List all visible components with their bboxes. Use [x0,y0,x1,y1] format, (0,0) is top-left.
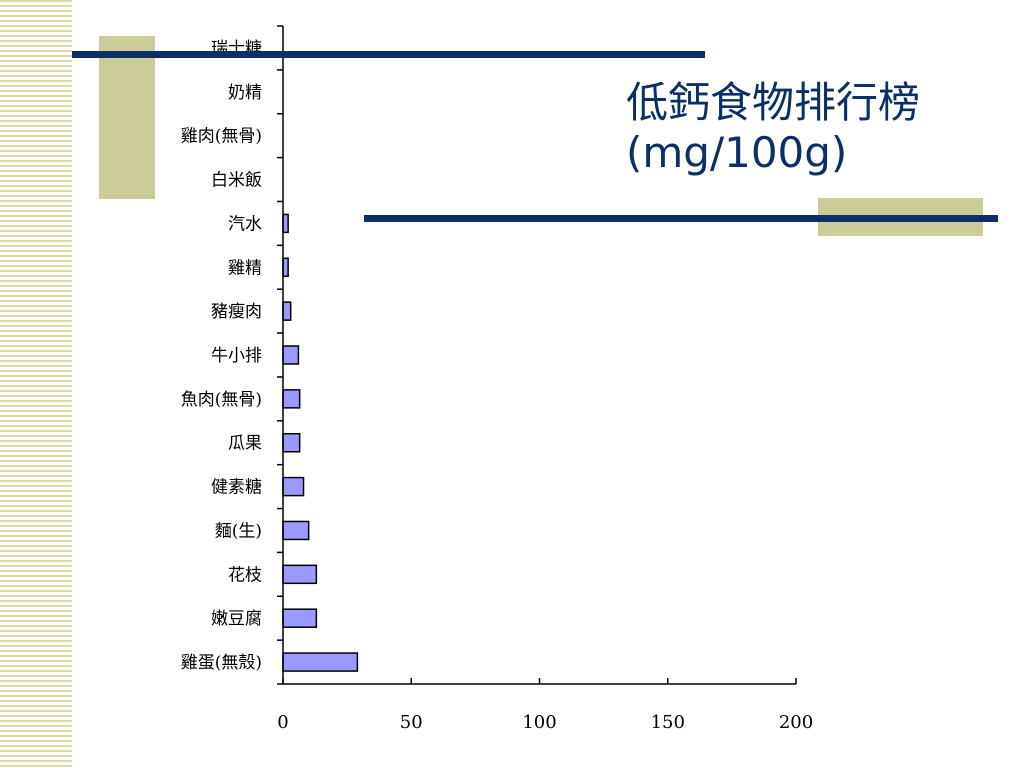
bar [282,564,318,585]
category-label: 花枝 [228,565,262,585]
accent-block-left [99,36,155,199]
bar [282,432,301,453]
category-label: 雞蛋(無殼) [181,653,262,673]
bar [282,389,301,409]
bar [282,476,305,497]
title-rule-top [72,51,705,58]
slide-title-line2: (mg/100g) [626,128,848,177]
category-label: 嫩豆腐 [211,609,262,629]
x-tick-label: 100 [522,712,556,733]
bar [282,608,318,628]
title-rule-bottom [364,215,998,222]
x-tick-label: 200 [779,712,813,733]
bar [282,257,289,278]
bar [282,301,292,321]
category-label: 汽水 [228,214,262,234]
x-tick-label: 150 [651,712,685,733]
category-label: 雞精 [228,258,262,278]
slide-title-line1: 低鈣食物排行榜 [626,78,921,127]
x-tick-label: 50 [400,712,423,733]
category-label: 雞肉(無骨) [181,127,262,147]
category-label: 魚肉(無骨) [181,390,262,410]
category-label: 瓜果 [228,434,262,454]
category-label: 麵(生) [215,521,262,541]
category-label: 奶精 [228,83,262,103]
bar [282,213,289,234]
x-tick-label: 0 [277,712,288,733]
striped-side-decoration [0,0,72,768]
slide-title: 低鈣食物排行榜 (mg/100g) [626,78,920,178]
category-label: 豬瘦肉 [211,302,262,322]
bar [282,520,310,541]
category-label: 白米飯 [211,171,262,191]
category-label: 牛小排 [211,346,262,366]
bar [282,652,359,672]
bar [282,345,300,365]
category-label: 健素糖 [211,478,262,498]
